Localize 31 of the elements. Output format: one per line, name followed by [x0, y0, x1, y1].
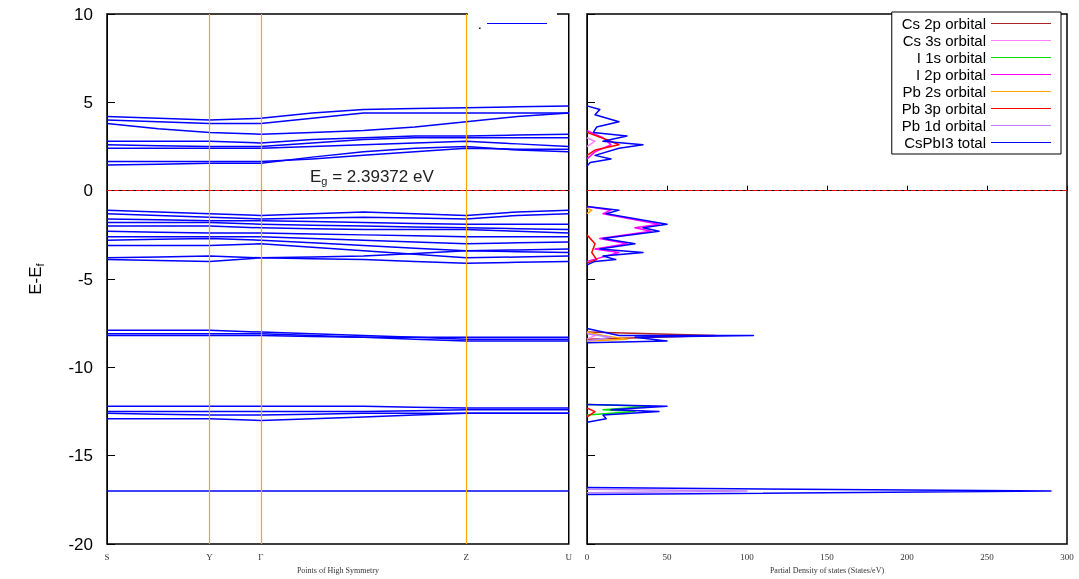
y-tick-label: 0	[83, 181, 93, 201]
legend-label: CsPbI3 total	[904, 134, 986, 151]
x-axis-title: Partial Density of states (States/eV)	[769, 565, 885, 575]
x-tick-label: Γ	[258, 551, 264, 562]
x-tick-label: 0	[584, 551, 590, 562]
legend-label: Cs 3s orbital	[902, 32, 986, 49]
legend-label: Cs 2p orbital	[901, 15, 986, 32]
x-tick-label: 150	[820, 551, 835, 562]
x-axis-title: Points of High Symmetry	[296, 565, 379, 575]
x-tick-label: 250	[980, 551, 995, 562]
x-tick-label: 100	[740, 551, 755, 562]
legend-label: .	[477, 15, 482, 32]
y-tick-label: -10	[68, 357, 93, 377]
y-tick-label: 5	[83, 92, 93, 112]
y-tick-label: -20	[68, 534, 93, 554]
x-tick-label: Z	[463, 551, 469, 562]
y-tick-label: 10	[74, 4, 93, 24]
x-tick-label: 200	[900, 551, 915, 562]
legend-label: Pb 1d orbital	[901, 117, 986, 134]
x-tick-label: 50	[662, 551, 672, 562]
x-tick-label: U	[565, 551, 573, 562]
y-tick-label: -15	[68, 446, 93, 466]
legend-label: I 1s orbital	[916, 49, 986, 66]
y-axis-title: E-Ef	[26, 262, 46, 295]
legend-label: Pb 3p orbital	[901, 100, 986, 117]
legend-label: Pb 2s orbital	[902, 83, 986, 100]
x-tick-label: Y	[206, 551, 214, 562]
x-tick-label: S	[104, 551, 110, 562]
x-tick-label: 300	[1060, 551, 1075, 562]
legend-label: I 2p orbital	[915, 66, 986, 83]
y-tick-label: -5	[77, 269, 93, 289]
